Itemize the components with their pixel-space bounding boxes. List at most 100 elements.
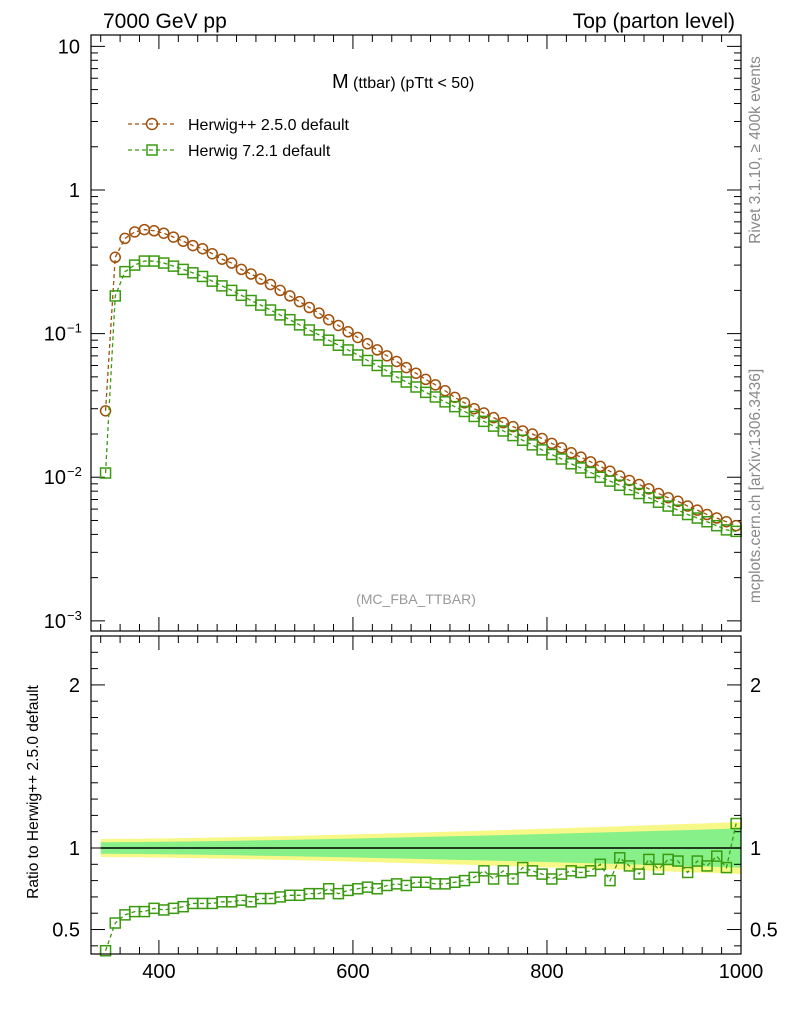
legend-marker-herwigpp bbox=[145, 117, 159, 131]
data-point-herwigpp bbox=[332, 319, 345, 332]
legend: Herwig++ 2.5.0 default Herwig 7.2.1 defa… bbox=[128, 117, 350, 160]
data-point-herwigpp bbox=[575, 451, 587, 463]
data-point-herwigpp bbox=[342, 326, 354, 338]
rivet-label: Rivet 3.1.10, ≥ 400k events bbox=[747, 56, 764, 244]
data-point-herwigpp bbox=[410, 367, 422, 379]
data-point-herwig7 bbox=[594, 471, 607, 483]
y-tick-label-exponent: −3 bbox=[67, 608, 82, 623]
data-point-herwigpp bbox=[167, 231, 180, 243]
ratio-data-point bbox=[468, 871, 480, 884]
ratio-data-point bbox=[322, 883, 335, 895]
data-point-herwigpp bbox=[516, 425, 529, 437]
data-point-herwigpp bbox=[371, 344, 383, 356]
ratio-data-point bbox=[710, 850, 723, 862]
data-point-herwigpp bbox=[400, 361, 413, 374]
data-point-herwig7 bbox=[264, 304, 277, 316]
ratio-y-tick-label: 0.5 bbox=[52, 920, 80, 942]
data-point-herwigpp bbox=[322, 313, 335, 326]
data-point-herwigpp bbox=[284, 290, 296, 302]
data-point-herwigpp bbox=[264, 278, 277, 291]
y-tick-label: 10 bbox=[44, 324, 66, 346]
data-point-herwig7 bbox=[352, 349, 364, 361]
data-point-herwigpp bbox=[546, 437, 558, 450]
analysis-watermark: (MC_FBA_TTBAR) bbox=[356, 591, 476, 607]
header-left: 7000 GeV pp bbox=[103, 10, 227, 33]
legend-label-herwigpp: Herwig++ 2.5.0 default bbox=[188, 117, 350, 134]
ratio-y-axis-label: Ratio to Herwig++ 2.5.0 default bbox=[25, 684, 42, 898]
data-point-herwig7 bbox=[245, 294, 257, 307]
data-point-herwigpp bbox=[468, 402, 480, 415]
data-point-herwig7 bbox=[332, 339, 345, 351]
y-tick-label-exponent: −2 bbox=[67, 464, 82, 479]
ratio-y-tick-labels: 2 2 1 1 0.5 0.5 bbox=[52, 675, 778, 942]
data-point-herwigpp bbox=[352, 331, 364, 344]
data-point-herwig7 bbox=[216, 280, 228, 292]
data-point-herwigpp bbox=[206, 247, 219, 260]
legend-label-herwig7: Herwig 7.2.1 default bbox=[188, 143, 331, 160]
y-tick-label: 10 bbox=[44, 467, 66, 489]
ratio-data-point bbox=[99, 944, 112, 957]
data-point-herwig7 bbox=[371, 359, 383, 372]
ratio-data-point bbox=[487, 873, 500, 885]
data-point-herwig7 bbox=[109, 290, 122, 302]
data-point-herwigpp bbox=[293, 295, 306, 308]
ratio-data-point bbox=[604, 874, 616, 887]
data-point-herwigpp bbox=[255, 273, 267, 285]
ratio-data-point bbox=[633, 868, 645, 880]
data-point-herwigpp bbox=[119, 232, 131, 245]
ratio-data-point bbox=[594, 858, 607, 871]
data-point-herwig7 bbox=[177, 263, 189, 276]
y-tick-label: 10 bbox=[58, 36, 80, 58]
x-tick-label: 800 bbox=[530, 961, 563, 983]
ratio-y-tick-label: 2 bbox=[69, 675, 80, 697]
x-tick-label: 400 bbox=[142, 961, 175, 983]
data-point-herwigpp bbox=[429, 379, 442, 391]
data-point-herwigpp bbox=[565, 447, 577, 459]
data-point-herwigpp bbox=[419, 373, 432, 386]
y-tick-label-exponent: −1 bbox=[67, 321, 82, 336]
data-point-herwigpp bbox=[245, 268, 257, 280]
ratio-data-point bbox=[526, 865, 539, 877]
data-point-herwig7 bbox=[400, 376, 413, 388]
ratio-data-point bbox=[546, 873, 558, 885]
ratio-data-point bbox=[478, 865, 490, 877]
data-point-herwigpp bbox=[235, 263, 248, 276]
main-frame bbox=[90, 34, 742, 632]
x-tick-label: 600 bbox=[336, 961, 369, 983]
data-point-herwigpp bbox=[390, 355, 403, 368]
ratio-data-point bbox=[109, 917, 122, 929]
ratio-data-point bbox=[672, 855, 684, 867]
data-point-herwigpp bbox=[313, 307, 325, 319]
data-point-herwig7 bbox=[381, 365, 393, 377]
x-tick-labels: 400 600 800 1000 bbox=[142, 961, 763, 983]
data-point-herwig7 bbox=[119, 265, 131, 278]
ratio-data-point bbox=[623, 860, 636, 872]
data-point-herwigpp bbox=[225, 257, 238, 269]
data-point-herwigpp bbox=[536, 432, 548, 445]
data-point-herwig7 bbox=[196, 270, 209, 283]
ratio-y-tick-label: 1 bbox=[69, 838, 80, 860]
ratio-panel: 2 2 1 1 0.5 0.5 400 600 800 1000 Ratio to Herwig… bbox=[25, 635, 778, 983]
data-point-herwigpp bbox=[449, 391, 461, 404]
ratio-y-tick-label-right: 1 bbox=[750, 838, 761, 860]
main-series bbox=[99, 223, 742, 538]
data-point-herwigpp bbox=[99, 405, 112, 417]
data-point-herwig7 bbox=[546, 448, 558, 461]
ratio-data-point bbox=[720, 861, 733, 874]
ratio-data-point bbox=[652, 863, 665, 875]
plot-title-suffix: (ttbar) (pTtt < 50) bbox=[353, 75, 474, 92]
y-tick-label: 1 bbox=[69, 180, 80, 202]
ratio-data-point bbox=[584, 865, 597, 877]
series-line-herwigpp bbox=[104, 228, 737, 527]
ratio-frame bbox=[90, 635, 742, 955]
data-point-herwigpp bbox=[158, 227, 170, 239]
ratio-y-tick-label-right: 2 bbox=[750, 675, 761, 697]
x-tick-label: 1000 bbox=[719, 961, 764, 983]
data-point-herwig7 bbox=[419, 386, 432, 399]
ratio-data-point bbox=[497, 865, 510, 877]
ratio-data-point bbox=[701, 860, 713, 872]
data-point-herwigpp bbox=[381, 350, 393, 362]
data-point-herwigpp bbox=[216, 253, 228, 265]
